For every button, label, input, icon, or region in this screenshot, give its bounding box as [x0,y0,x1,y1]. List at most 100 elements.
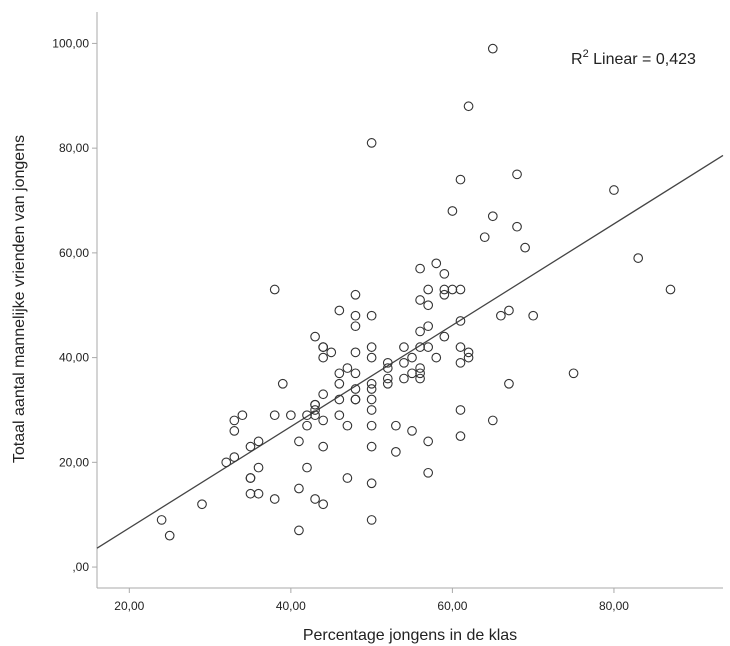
data-point [455,284,466,295]
data-point [382,378,393,389]
y-tick-label: 80,00 [59,141,89,155]
data-point [399,357,409,368]
r-squared-superscript: 2 [583,48,589,60]
data-point [463,101,474,112]
data-point [253,488,264,499]
y-axis-title: Totaal aantal mannelijke vrienden van jo… [11,135,28,463]
data-point [439,331,450,342]
data-point [423,342,434,352]
data-point [350,310,361,321]
y-tick-label: 100,00 [52,36,89,50]
data-point [229,415,240,426]
data-point [245,488,256,499]
r-squared-value: Linear = 0,423 [589,51,696,68]
data-point [487,43,498,54]
data-point [229,452,240,462]
data-point [568,368,579,379]
data-point [423,300,434,311]
data-point [431,352,442,363]
data-point [665,284,676,295]
data-point [415,373,425,384]
data-point [512,169,522,180]
data-point [286,410,296,421]
data-point [423,321,434,332]
data-point [350,347,361,358]
data-point [350,289,361,300]
data-point [269,410,280,421]
data-point [439,284,450,295]
data-point [269,494,280,504]
data-point [447,206,458,216]
data-point [504,305,514,316]
data-point [415,326,425,337]
data-point [318,352,329,363]
data-point [366,384,377,394]
data-point [455,316,466,326]
data-point [415,368,425,379]
data-point [318,499,329,510]
axes [96,12,723,589]
data-point [512,221,522,232]
data-point [334,410,345,421]
data-point [253,462,264,473]
y-tick-label: 40,00 [59,351,89,365]
data-point [447,284,458,295]
data-point [350,394,361,405]
data-point [334,378,345,389]
data-point [350,368,361,379]
data-point [294,525,304,536]
data-point [609,185,619,195]
data-point [164,530,175,541]
data-point [455,342,466,352]
data-point [334,305,345,316]
data-point [382,363,393,373]
data-point [310,399,320,410]
data-point [310,494,320,504]
data-point [439,268,450,279]
data-point [310,410,320,421]
regression-fit-line [96,154,724,549]
data-point [439,289,450,300]
data-point [253,436,264,447]
data-point [366,138,377,148]
x-axis-ticks: 20,00 40,00 60,00 80,00 [114,588,629,613]
data-point [487,415,498,426]
data-point [310,405,320,415]
data-point [504,378,514,389]
data-point [423,284,434,295]
r-squared-prefix: R [571,51,583,68]
data-point [479,232,490,243]
data-point [277,378,288,389]
data-point [391,420,401,431]
data-point [366,441,377,452]
y-tick-label: 20,00 [59,455,89,469]
data-point [382,357,393,368]
data-point [318,389,329,400]
data-point [463,347,474,358]
data-point [350,384,361,394]
data-point [245,473,256,483]
data-point [455,431,466,441]
data-point [269,284,280,295]
data-point [318,415,329,426]
data-point [520,242,530,253]
data-point [496,310,506,321]
data-point [455,357,466,368]
data-point [415,363,425,373]
data-point [342,420,353,431]
data-point [455,174,466,185]
data-point [342,363,353,373]
data-point [399,373,409,384]
data-point [487,211,498,222]
y-tick-label: ,00 [72,560,89,574]
data-point [334,368,345,379]
data-point [407,368,417,379]
data-point [156,515,167,525]
data-point [221,457,232,468]
data-point [350,321,361,332]
data-point [318,441,329,452]
data-point [366,405,377,415]
data-point [423,436,434,447]
data-points [156,43,676,541]
x-tick-label: 80,00 [599,599,629,613]
